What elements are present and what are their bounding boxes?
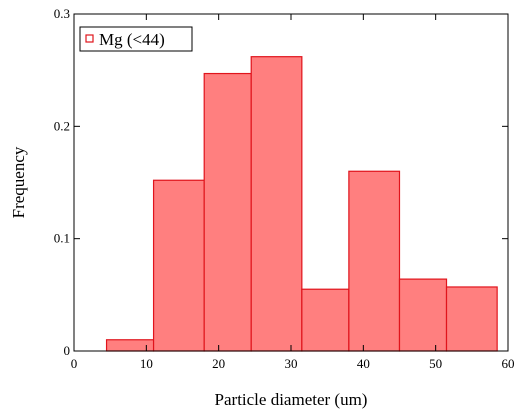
y-axis-title: Frequency (9, 146, 28, 218)
x-tick-label: 10 (140, 356, 153, 371)
x-tick-label: 50 (429, 356, 442, 371)
bars-group (105, 56, 498, 352)
x-axis-title: Particle diameter (um) (215, 390, 368, 409)
histogram-bar-2 (152, 179, 205, 352)
y-tick-label: 0 (64, 343, 71, 358)
legend-swatch-marker (85, 34, 94, 43)
histogram-bar-3 (203, 72, 252, 352)
x-tick-label: 0 (71, 356, 78, 371)
y-tick-label: 0.1 (54, 231, 70, 246)
x-tick-label: 30 (285, 356, 298, 371)
x-tick-label: 40 (357, 356, 370, 371)
ticks-group: 0 10 20 30 40 50 60 0 0.1 0.2 0.3 (54, 6, 515, 371)
legend-box (79, 26, 193, 52)
x-tick-label: 60 (502, 356, 515, 371)
histogram-bar-5 (301, 288, 350, 352)
y-tick-label: 0.2 (54, 118, 70, 133)
y-tick-label: 0.3 (54, 6, 70, 21)
histogram-bar-7 (398, 278, 448, 352)
histogram-bar-4 (250, 56, 303, 352)
legend: Mg (<44) (79, 26, 193, 52)
x-tick-label: 20 (212, 356, 225, 371)
histogram-bar-8 (445, 286, 498, 352)
histogram-bar-6 (348, 170, 401, 352)
legend-entry-label: Mg (<44) (99, 30, 165, 49)
